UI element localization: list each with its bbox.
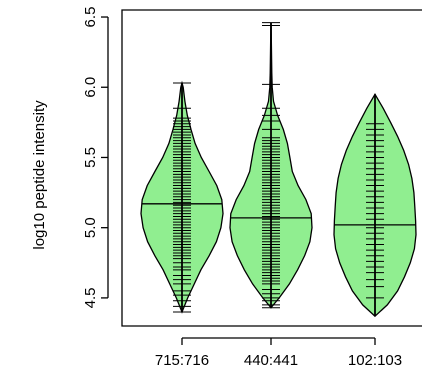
x-tick-label: 440:441 [244,352,298,369]
violin-715-716 [140,80,224,314]
x-tick-label: 102:103 [348,352,402,369]
plot-frame [121,9,422,327]
y-tick-label: 6.5 [82,7,99,28]
violin-102-103 [333,93,417,318]
y-tick-label: 5.0 [82,217,99,238]
plot-area [121,9,422,327]
x-tick-label: 715:716 [155,352,209,369]
y-tick-label: 5.5 [82,147,99,168]
y-tick-label: 6.0 [82,77,99,98]
x-axis: 715:716 440:441 102:103 [155,337,402,369]
y-axis: 4.5 5.0 5.5 6.0 6.5 [82,7,109,308]
y-axis-label: log10 peptide intensity [31,100,48,250]
violin-440-441 [229,22,313,309]
y-tick-label: 4.5 [82,287,99,308]
